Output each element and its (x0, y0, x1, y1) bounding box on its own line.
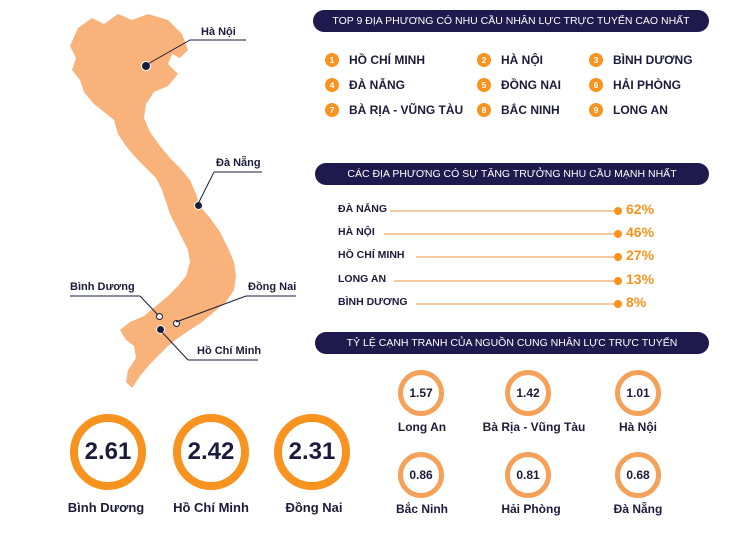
rank-item: 2 HÀ NỘI (477, 50, 543, 70)
vietnam-map-shape (70, 14, 236, 388)
top9-header: TOP 9 ĐỊA PHƯƠNG CÓ NHU CẦU NHÂN LỰC TRỰ… (313, 10, 709, 32)
growth-line (390, 210, 618, 212)
growth-dot (614, 207, 622, 215)
growth-line (384, 233, 618, 235)
growth-dot (614, 277, 622, 285)
big-ratio-label: Bình Dương (67, 500, 145, 515)
ratio-label: Long An (397, 420, 447, 434)
hanoi-dot (141, 61, 151, 71)
rank-name: BÌNH DƯƠNG (613, 53, 693, 67)
rank-badge: 5 (477, 78, 491, 92)
growth-name: HỒ CHÍ MINH (338, 249, 405, 261)
rank-name: HẢI PHÒNG (613, 78, 682, 92)
rank-badge: 3 (589, 53, 603, 67)
ratio-label: Hải Phòng (501, 502, 561, 516)
rank-badge: 7 (325, 103, 339, 117)
rank-name: HỒ CHÍ MINH (349, 53, 425, 67)
growth-dot (614, 230, 622, 238)
growth-value: 62% (626, 201, 655, 217)
rank-item: 5 ĐỒNG NAI (477, 75, 561, 95)
rank-badge: 1 (325, 53, 339, 67)
rank-item: 8 BẮC NINH (477, 100, 560, 120)
big-ratio-label: Hồ Chí Minh (173, 500, 249, 515)
rank-badge: 4 (325, 78, 339, 92)
growth-row: LONG AN 13% (338, 271, 678, 289)
rank-name: HÀ NỘI (501, 53, 543, 67)
ratio-circle: 1.57 (398, 370, 444, 416)
rank-item: 9 LONG AN (589, 100, 668, 120)
rank-name: ĐỒNG NAI (501, 78, 561, 92)
growth-row: HÀ NỘI 46% (338, 224, 678, 242)
rank-item: 6 HẢI PHÒNG (589, 75, 681, 95)
binhduong-dot (156, 313, 163, 320)
map-label-hcm: Hồ Chí Minh (197, 345, 262, 357)
growth-value: 27% (626, 247, 655, 263)
ratio-circle: 0.86 (398, 452, 444, 498)
rank-item: 4 ĐÀ NẴNG (325, 75, 405, 95)
growth-value: 46% (626, 224, 655, 240)
dongnai-dot (173, 320, 180, 327)
growth-header: CÁC ĐỊA PHƯƠNG CÓ SỰ TĂNG TRƯỞNG NHU CẦU… (315, 163, 709, 185)
rank-name: BẮC NINH (501, 103, 560, 117)
growth-row: BÌNH DƯƠNG 8% (338, 294, 678, 312)
big-ratio-circle: 2.61 (70, 414, 146, 490)
danang-dot (194, 201, 203, 210)
rank-item: 7 BÀ RỊA - VŨNG TÀU (325, 100, 463, 120)
growth-dot (614, 300, 622, 308)
big-ratio-circle: 2.31 (274, 414, 350, 490)
rank-name: BÀ RỊA - VŨNG TÀU (349, 103, 464, 117)
ratio-circle: 0.81 (505, 452, 551, 498)
ratio-label: Hà Nội (618, 420, 657, 434)
map-label-hanoi: Hà Nội (201, 26, 236, 38)
ratio-circle: 0.68 (615, 452, 661, 498)
growth-name: LONG AN (338, 273, 387, 285)
big-ratio-label: Đồng Nai (285, 500, 343, 515)
growth-line (416, 256, 618, 258)
rank-name: ĐÀ NẴNG (349, 78, 405, 92)
growth-name: BÌNH DƯƠNG (338, 296, 408, 308)
growth-row: HỒ CHÍ MINH 27% (338, 247, 678, 265)
ratio-circle: 1.01 (615, 370, 661, 416)
rank-badge: 9 (589, 103, 603, 117)
competition-header: TỶ LỆ CẠNH TRANH CỦA NGUỒN CUNG NHÂN LỰC… (315, 332, 709, 354)
growth-row: ĐÀ NẴNG 62% (338, 201, 678, 219)
growth-value: 8% (626, 294, 647, 310)
growth-dot (614, 253, 622, 261)
ratio-label: Đà Nẵng (613, 502, 663, 516)
ratio-circle: 1.42 (505, 370, 551, 416)
rank-item: 3 BÌNH DƯƠNG (589, 50, 693, 70)
ratio-label: Bà Rịa - Vũng Tàu (482, 420, 586, 434)
map-label-dongnai: Đồng Nai (248, 281, 297, 293)
big-ratio-circle: 2.42 (173, 414, 249, 490)
rank-badge: 2 (477, 53, 491, 67)
vietnam-map: Hà Nội Đà Nẵng Bình Dương Đồng Nai Hồ Ch… (0, 0, 320, 400)
growth-line (394, 280, 618, 282)
map-leader-lines (70, 39, 296, 361)
map-label-binhduong: Bình Dương (70, 281, 135, 293)
rank-item: 1 HỒ CHÍ MINH (325, 50, 425, 70)
hcm-dot (156, 325, 165, 334)
growth-name: ĐÀ NẴNG (338, 203, 387, 215)
rank-badge: 8 (477, 103, 491, 117)
growth-value: 13% (626, 271, 655, 287)
growth-name: HÀ NỘI (338, 226, 375, 238)
rank-badge: 6 (589, 78, 603, 92)
growth-line (416, 303, 618, 305)
map-label-danang: Đà Nẵng (216, 157, 261, 169)
ratio-label: Bắc Ninh (395, 502, 448, 516)
rank-name: LONG AN (613, 103, 668, 117)
